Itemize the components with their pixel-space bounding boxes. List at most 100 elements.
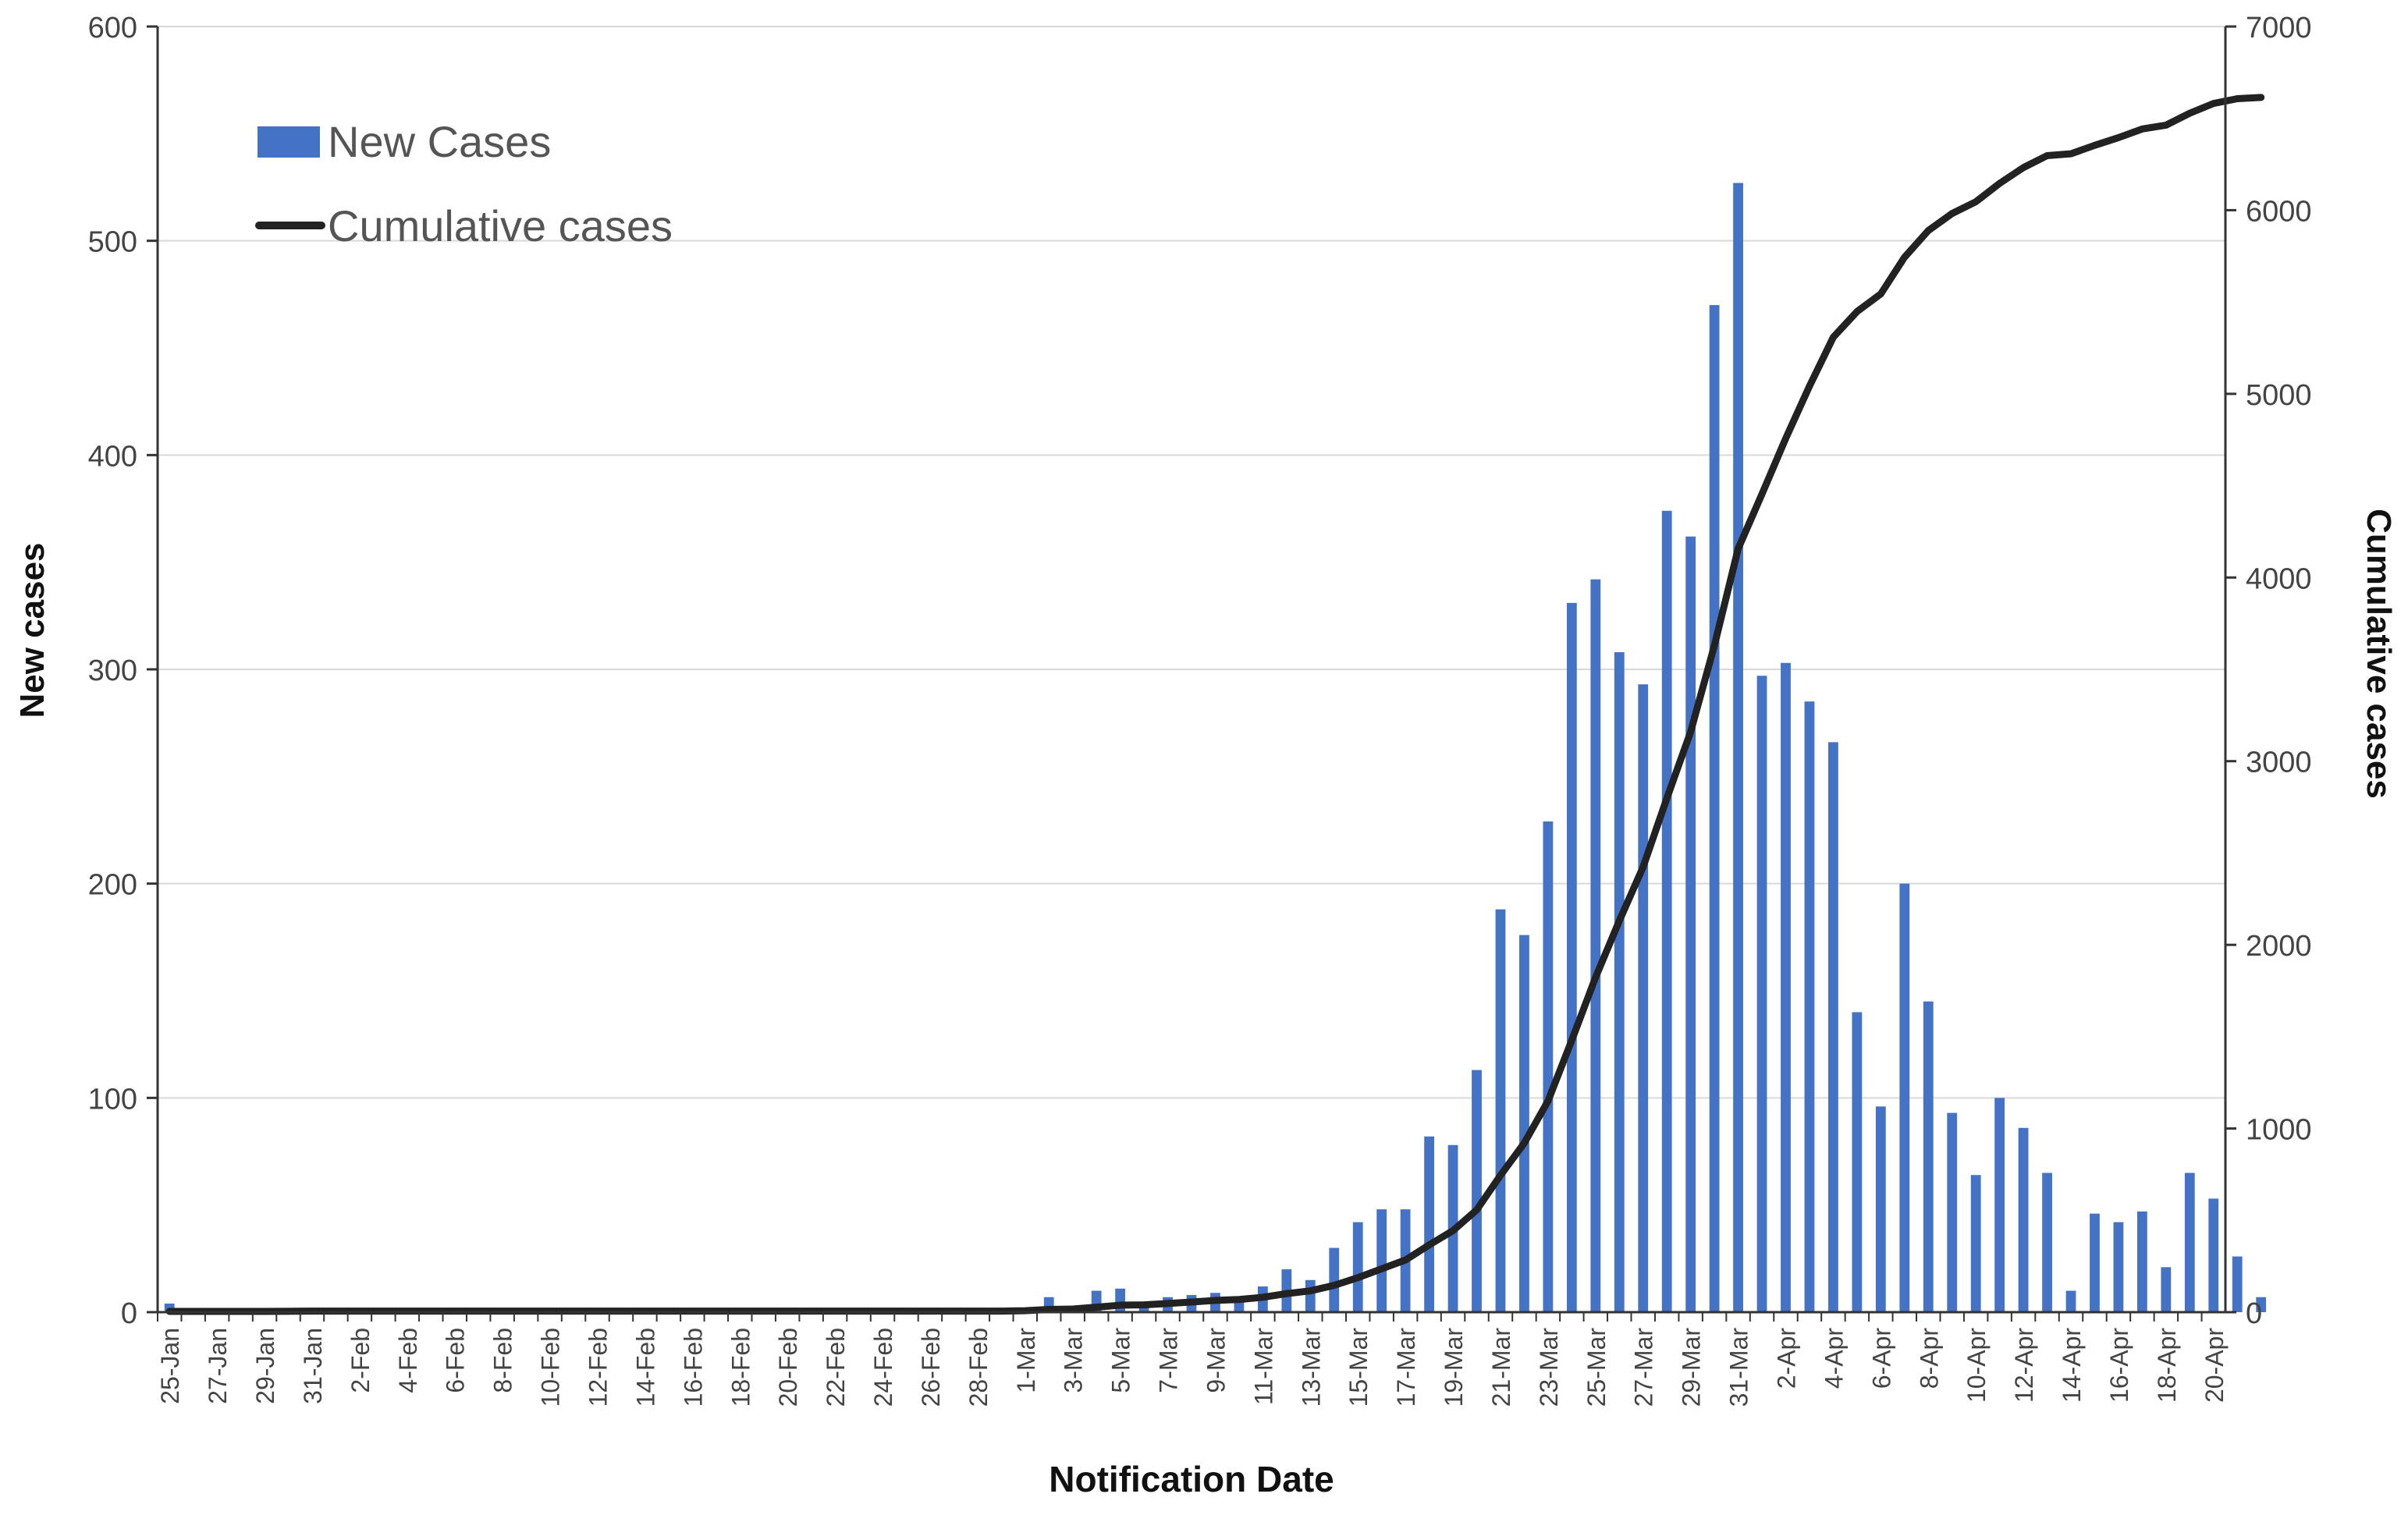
bar-new-cases	[2161, 1267, 2172, 1312]
x-tick-label: 31-Mar	[1725, 1328, 1753, 1407]
bar-new-cases	[2042, 1173, 2052, 1312]
bar-new-cases	[1519, 935, 1529, 1312]
y-right-tick-label: 3000	[2246, 747, 2312, 779]
bar-new-cases	[1566, 602, 1577, 1312]
x-tick-label: 10-Feb	[537, 1328, 565, 1407]
x-tick-label: 9-Mar	[1202, 1328, 1230, 1393]
legend: New Cases Cumulative cases	[255, 117, 673, 250]
x-tick-label: 8-Apr	[1915, 1328, 1943, 1389]
bar-new-cases	[1709, 305, 1720, 1312]
y-axis-left-title: New cases	[13, 542, 51, 718]
bar-new-cases	[1923, 1001, 1934, 1312]
x-tick-label: 5-Mar	[1107, 1328, 1135, 1393]
bar-new-cases	[1781, 662, 1791, 1312]
y-left-tick-label: 0	[121, 1297, 137, 1330]
y-left-tick-label: 200	[88, 869, 137, 902]
x-tick-label: 24-Feb	[869, 1328, 897, 1407]
y-right-tick-label: 7000	[2246, 12, 2312, 44]
y-left-tick-label: 500	[88, 226, 137, 259]
tick-labels: 0100200300400500600010002000300040005000…	[88, 12, 2312, 1407]
x-tick-label: 15-Mar	[1344, 1328, 1373, 1407]
x-tick-label: 29-Mar	[1678, 1328, 1706, 1407]
bar-new-cases	[2232, 1256, 2243, 1312]
x-tick-label: 11-Mar	[1249, 1328, 1277, 1405]
y-axis-right-title: Cumulative cases	[2360, 509, 2398, 799]
axes	[147, 25, 2236, 1322]
bar-new-cases	[1970, 1175, 1981, 1312]
x-tick-label: 22-Feb	[822, 1328, 850, 1407]
x-tick-label: 23-Mar	[1535, 1328, 1563, 1407]
legend-label-new-cases: New Cases	[328, 117, 551, 166]
x-tick-label: 12-Apr	[2010, 1328, 2038, 1403]
x-tick-label: 12-Feb	[584, 1328, 613, 1407]
x-tick-label: 27-Mar	[1630, 1328, 1658, 1407]
x-tick-label: 4-Apr	[1820, 1328, 1848, 1389]
legend-swatch-new-cases	[257, 126, 320, 158]
x-tick-label: 26-Feb	[917, 1328, 945, 1407]
bar-new-cases	[1994, 1098, 2005, 1312]
y-right-tick-label: 0	[2246, 1297, 2262, 1330]
bar-new-cases	[1638, 684, 1649, 1312]
bar-new-cases	[1804, 701, 1815, 1312]
x-tick-label: 25-Jan	[156, 1328, 184, 1404]
bar-new-cases	[1661, 510, 1672, 1312]
x-tick-label: 25-Mar	[1582, 1328, 1611, 1407]
bar-new-cases	[1756, 676, 1767, 1312]
bar-new-cases	[2184, 1173, 2195, 1312]
x-tick-label: 31-Jan	[299, 1328, 327, 1404]
x-axis-title: Notification Date	[1049, 1459, 1334, 1499]
x-tick-label: 28-Feb	[964, 1328, 993, 1407]
bar-new-cases	[1947, 1112, 1958, 1312]
x-tick-label: 2-Feb	[346, 1328, 375, 1393]
x-tick-label: 4-Feb	[394, 1328, 422, 1393]
bar-new-cases	[164, 1304, 175, 1312]
y-right-tick-label: 5000	[2246, 379, 2312, 412]
x-tick-label: 13-Mar	[1297, 1328, 1325, 1407]
bar-new-cases	[2256, 1297, 2267, 1312]
x-tick-label: 18-Feb	[726, 1328, 755, 1407]
x-tick-label: 20-Apr	[2200, 1328, 2229, 1403]
x-tick-label: 10-Apr	[1962, 1328, 1991, 1403]
bar-new-cases	[1329, 1247, 1340, 1312]
y-right-tick-label: 4000	[2246, 562, 2312, 595]
x-tick-label: 14-Feb	[631, 1328, 659, 1407]
y-right-tick-label: 2000	[2246, 930, 2312, 963]
bar-new-cases	[1899, 883, 1910, 1312]
x-tick-label: 2-Apr	[1772, 1328, 1800, 1389]
bar-new-cases	[1495, 909, 1506, 1312]
gridlines	[158, 26, 2225, 1099]
x-tick-label: 21-Mar	[1487, 1328, 1515, 1407]
bar-new-cases	[1234, 1301, 1245, 1312]
bar-new-cases	[1590, 579, 1601, 1312]
x-tick-label: 6-Apr	[1867, 1328, 1895, 1389]
y-left-tick-label: 600	[88, 12, 137, 44]
bar-new-cases	[1852, 1012, 1863, 1312]
legend-label-cumulative-cases: Cumulative cases	[328, 201, 673, 250]
x-tick-label: 16-Feb	[679, 1328, 707, 1407]
bar-new-cases	[1733, 183, 1743, 1312]
x-tick-label: 8-Feb	[489, 1328, 517, 1393]
y-left-tick-label: 100	[88, 1083, 137, 1116]
bar-new-cases	[1352, 1222, 1363, 1312]
bar-new-cases	[2090, 1213, 2100, 1312]
bar-series-new-cases	[164, 183, 2267, 1312]
bar-new-cases	[2113, 1222, 2124, 1312]
x-tick-label: 17-Mar	[1392, 1328, 1420, 1407]
y-left-tick-label: 400	[88, 440, 137, 473]
bar-new-cases	[1305, 1279, 1316, 1312]
x-tick-label: 14-Apr	[2058, 1328, 2086, 1403]
x-tick-label: 16-Apr	[2105, 1328, 2133, 1403]
x-tick-label: 18-Apr	[2153, 1328, 2181, 1403]
x-tick-label: 1-Mar	[1012, 1328, 1040, 1393]
bar-new-cases	[1472, 1070, 1482, 1312]
x-tick-label: 7-Mar	[1155, 1328, 1183, 1393]
x-tick-label: 20-Feb	[774, 1328, 802, 1407]
bar-new-cases	[2208, 1198, 2219, 1312]
x-tick-label: 27-Jan	[204, 1328, 232, 1404]
bar-new-cases	[2136, 1211, 2147, 1312]
bar-new-cases	[1376, 1209, 1387, 1312]
y-left-tick-label: 300	[88, 655, 137, 687]
bar-new-cases	[1424, 1136, 1434, 1312]
